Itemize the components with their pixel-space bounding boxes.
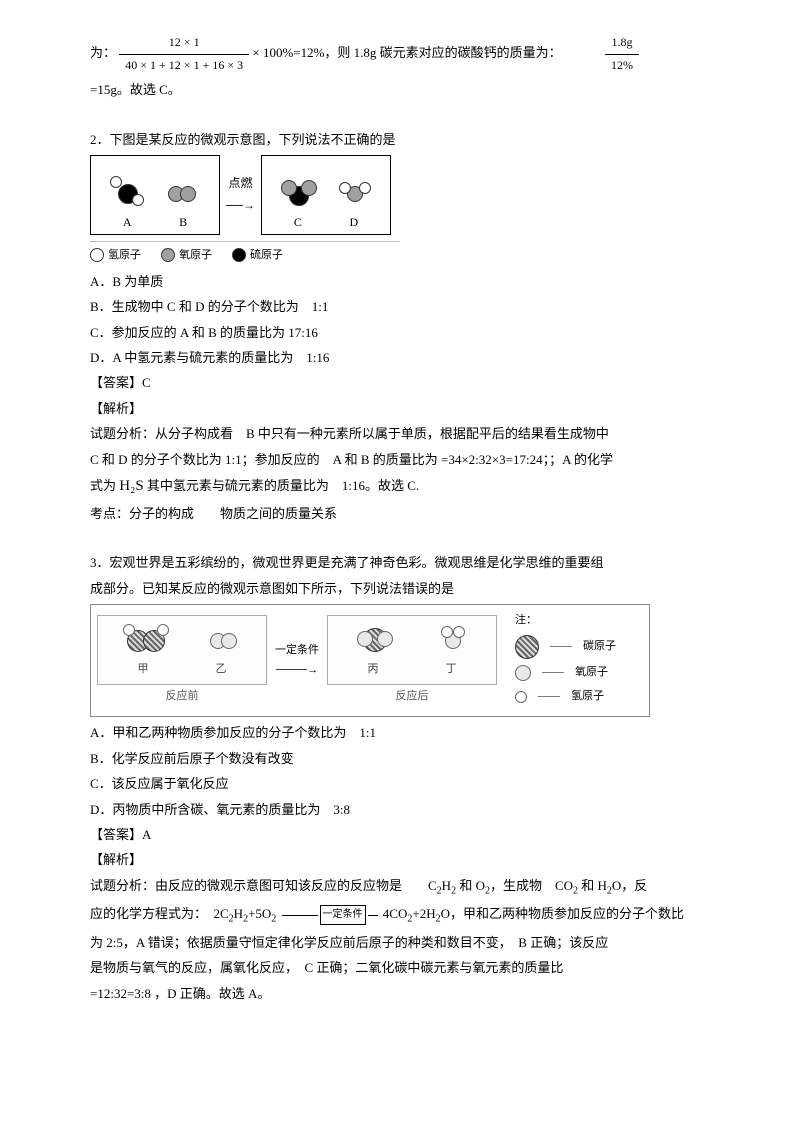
- q2-box-right: C D: [261, 155, 391, 235]
- q3-before: 甲 乙 反应前: [97, 615, 267, 707]
- q2-optC: C．参加反应的 A 和 B 的质量比为 17:16: [90, 321, 710, 344]
- intro-frac1: 12 × 1 40 × 1 + 12 × 1 + 16 × 3: [119, 32, 249, 76]
- h-atom-icon2: [515, 691, 527, 703]
- q3-answer: 【答案】A: [90, 823, 710, 846]
- intro-conclusion: =15g。故选 C。: [90, 78, 710, 101]
- q3-diagram: 甲 乙 反应前 一定条件 ────→: [90, 604, 650, 717]
- q2-answer: 【答案】C: [90, 371, 710, 394]
- q3-exp4: 是物质与氧气的反应，属氧化反应， C 正确；二氧化碳中碳元素与氧元素的质量比: [90, 956, 710, 979]
- molecule-jia: [127, 628, 165, 652]
- q3-title2: 成部分。已知某反应的微观示意图如下所示，下列说法错误的是: [90, 577, 710, 600]
- q2-diagram: A B 点燃 ──→: [90, 155, 400, 266]
- q2-title: 2．下图是某反应的微观示意图，下列说法不正确的是: [90, 128, 710, 151]
- intro-prefix: 为：: [90, 45, 116, 60]
- q3-exp-label: 【解析】: [90, 848, 710, 871]
- q3-exp3: 为 2:5，A 错误；依据质量守恒定律化学反应前后原子的种类和数目不变， B 正…: [90, 931, 710, 954]
- molecule-d: [337, 176, 371, 210]
- q2-exp-label: 【解析】: [90, 397, 710, 420]
- q2-exp1: 试题分析：从分子构成看 B 中只有一种元素所以属于单质，根据配平后的结果看生成物…: [90, 422, 710, 445]
- q3-after: 丙 丁 反应后: [327, 615, 497, 707]
- q2-exp2: C 和 D 的分子个数比为 1:1；参加反应的 A 和 B 的质量比为 =34×…: [90, 448, 710, 471]
- o-atom-icon2: [515, 665, 531, 681]
- q2-optB: B．生成物中 C 和 D 的分子个数比为 1:1: [90, 295, 710, 318]
- molecule-b: [166, 176, 200, 210]
- q3-optC: C．该反应属于氧化反应: [90, 772, 710, 795]
- q2-exp4: 考点：分子的构成 物质之间的质量关系: [90, 502, 710, 525]
- q2-optD: D．A 中氢元素与硫元素的质量比为 1:16: [90, 346, 710, 369]
- q3-arrow: 一定条件 ────→: [275, 641, 319, 681]
- molecule-yi: [210, 628, 237, 651]
- q3-optA: A．甲和乙两种物质参加反应的分子个数比为 1:1: [90, 721, 710, 744]
- q3-exp2: 应的化学方程式为： 2C2H2+5O2 一定条件 4CO2+2H2O，甲和乙两种…: [90, 902, 710, 929]
- q2-arrow: 点燃 ──→: [226, 173, 255, 216]
- q3-title1: 3．宏观世界是五彩缤纷的，微观世界更是充满了神奇色彩。微观思维是化学思维的重要组: [90, 551, 710, 574]
- q3-optD: D．丙物质中所含碳、氧元素的质量比为 3:8: [90, 798, 710, 821]
- intro-frac2: 1.8g 12%: [605, 32, 639, 76]
- q2-exp3: 式为 H₂S 其中氢元素与硫元素的质量比为 1:16。故选 C.: [90, 473, 710, 500]
- intro-calc: 为： 12 × 1 40 × 1 + 12 × 1 + 16 × 3 × 100…: [90, 32, 710, 76]
- h-atom-icon: [90, 248, 104, 262]
- q2-legend: 氢原子 氧原子 硫原子: [90, 241, 400, 266]
- molecule-a: [110, 176, 144, 210]
- q3-legend: 注： —— 碳原子 —— 氧原子 —— 氢原子: [515, 611, 616, 710]
- intro-mid: × 100%=12%，则 1.8g 碳元素对应的碳酸钙的质量为：: [252, 45, 561, 60]
- q3-optB: B．化学反应前后原子个数没有改变: [90, 747, 710, 770]
- molecule-ding: [445, 628, 461, 651]
- q3-exp1: 试题分析：由反应的微观示意图可知该反应的反应物是 C2H2 和 O2，生成物 C…: [90, 874, 710, 901]
- q3-exp5: =12:32=3:8 ，D 正确。故选 A。: [90, 982, 710, 1005]
- molecule-bing: [363, 627, 387, 652]
- q2-optA: A．B 为单质: [90, 270, 710, 293]
- s-atom-icon: [232, 248, 246, 262]
- molecule-c: [281, 176, 315, 210]
- q2-box-left: A B: [90, 155, 220, 235]
- c-atom-icon: [515, 635, 539, 659]
- o-atom-icon: [161, 248, 175, 262]
